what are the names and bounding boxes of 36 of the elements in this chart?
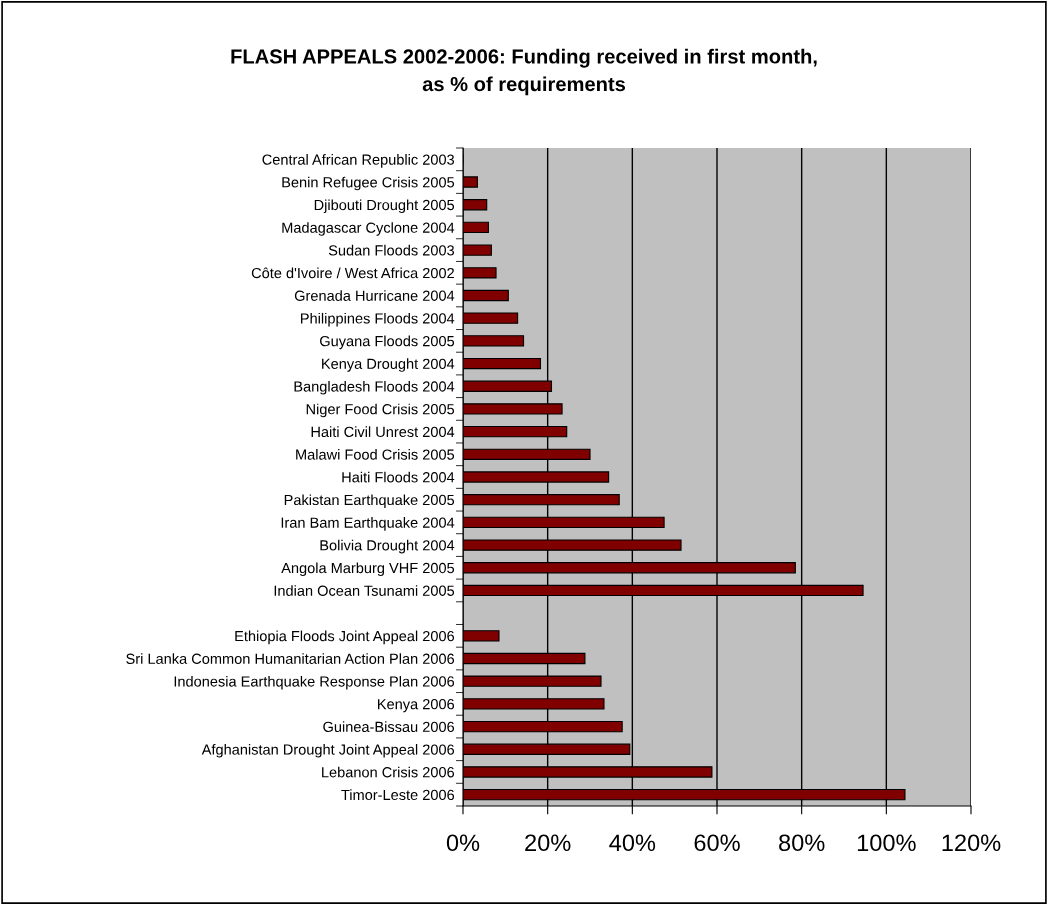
x-tick-label: 100% — [857, 834, 916, 852]
y-tick-label: Indian Ocean Tsunami 2005 — [274, 585, 455, 596]
y-tick-label: Timor-Leste 2006 — [341, 789, 455, 801]
y-tick-label: Central African Republic 2003 — [262, 154, 455, 168]
y-tick-label: Benin Refugee Crisis 2005 — [282, 176, 455, 191]
y-tick-label: Bangladesh Floods 2004 — [294, 380, 455, 395]
y-tick-label: Niger Food Crisis 2005 — [306, 403, 455, 418]
y-tick-label: Kenya Drought 2004 — [322, 358, 455, 372]
x-tick-label: 0% — [446, 834, 480, 852]
y-tick-label: Madagascar Cyclone 2004 — [282, 222, 455, 236]
y-tick-label: Philippines Floods 2004 — [301, 312, 455, 327]
chart-title: FLASH APPEALS 2002-2006: Funding received in first month, as % of requirements — [231, 48, 817, 96]
x-tick-label: 20% — [525, 834, 571, 852]
y-tick-label: Côte d'Ivoire / West Africa 2002 — [251, 267, 454, 279]
x-tick-label: 60% — [694, 834, 740, 852]
y-tick-label: Sudan Floods 2003 — [328, 244, 455, 256]
y-tick-label: Djibouti Drought 2005 — [314, 199, 455, 214]
y-tick-label: Guyana Floods 2005 — [320, 335, 455, 350]
x-tick-label: 120% — [942, 834, 1001, 852]
y-tick-label: Sri Lanka Common Humanitarian Action Plan 2006 — [126, 653, 455, 664]
y-tick-label: Angola Marburg VHF 2005 — [281, 562, 455, 577]
y-tick-label: Guinea-Bissau 2006 — [323, 721, 455, 733]
x-tick-label: 40% — [609, 834, 656, 852]
y-tick-label: Bolivia Drought 2004 — [320, 539, 455, 554]
y-tick-label: Afghanistan Drought Joint Appeal 2006 — [201, 743, 455, 758]
y-tick-label: Lebanon Crisis 2006 — [322, 766, 455, 778]
y-tick-label: Malawi Food Crisis 2005 — [296, 449, 455, 460]
y-tick-label: Haiti Civil Unrest 2004 — [311, 426, 455, 438]
y-tick-label: Ethiopia Floods Joint Appeal 2006 — [235, 630, 455, 645]
y-tick-label: Pakistan Earthquake 2005 — [284, 494, 455, 508]
y-tick-label: Indonesia Earthquake Response Plan 2006 — [174, 675, 455, 690]
x-tick-label: 80% — [779, 834, 825, 852]
y-tick-label: Grenada Hurricane 2004 — [294, 290, 455, 301]
y-tick-label: Haiti Floods 2004 — [342, 471, 455, 483]
y-tick-label: Kenya 2006 — [378, 699, 455, 713]
y-tick-label: Iran Bam Earthquake 2004 — [281, 517, 455, 531]
